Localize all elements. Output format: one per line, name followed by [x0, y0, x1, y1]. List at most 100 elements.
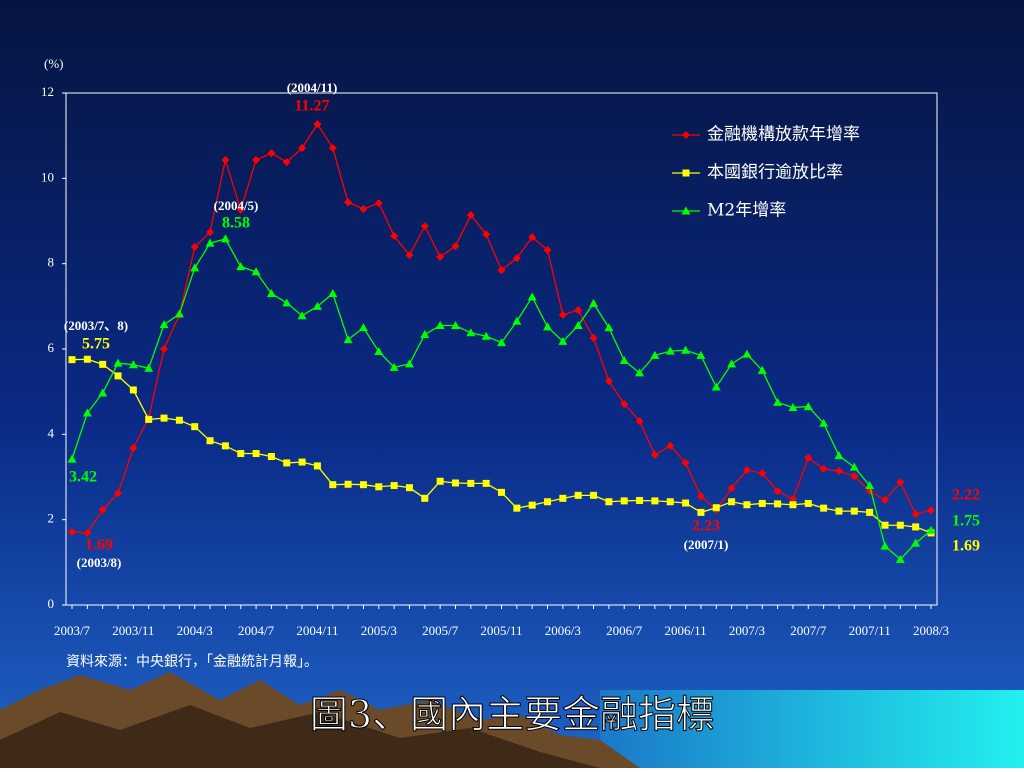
point — [927, 506, 935, 515]
point — [451, 479, 459, 487]
point — [696, 350, 706, 359]
point — [803, 402, 813, 411]
point — [221, 442, 229, 450]
point — [789, 501, 797, 509]
point — [390, 231, 399, 240]
point — [389, 362, 399, 371]
point — [651, 497, 659, 505]
point — [68, 356, 76, 364]
point — [773, 487, 782, 496]
point — [344, 198, 353, 207]
point — [819, 464, 828, 473]
point — [912, 523, 920, 531]
point — [99, 360, 107, 368]
point — [682, 131, 690, 139]
point — [405, 484, 413, 492]
point — [528, 233, 537, 242]
point — [804, 499, 812, 507]
point — [98, 505, 107, 514]
mountains-front — [0, 705, 600, 768]
data-label: 1.75 — [952, 513, 980, 530]
point — [620, 400, 629, 409]
point — [788, 495, 797, 504]
point — [159, 320, 169, 329]
point — [482, 479, 490, 487]
point — [773, 397, 783, 406]
point — [435, 321, 445, 330]
slide-title: 圖3、國內主要金融指標 — [310, 693, 714, 737]
point — [68, 528, 76, 537]
point — [895, 554, 905, 563]
point — [574, 491, 582, 499]
y-tick-label: 10 — [41, 169, 54, 184]
y-tick-label: 2 — [48, 511, 55, 526]
point — [421, 494, 429, 502]
point — [282, 298, 292, 307]
point — [359, 481, 367, 489]
point — [313, 120, 322, 129]
point — [466, 328, 476, 337]
point — [527, 292, 537, 301]
data-label: 8.58 — [222, 215, 250, 232]
x-tick-label: 2004/7 — [238, 623, 275, 638]
point — [834, 451, 844, 460]
point — [681, 345, 691, 354]
sea — [600, 690, 1024, 768]
point — [881, 521, 889, 529]
point — [450, 321, 460, 330]
point — [544, 498, 552, 506]
point — [82, 408, 92, 417]
point — [404, 359, 414, 368]
point — [420, 222, 429, 231]
x-tick-label: 2007/7 — [790, 623, 827, 638]
point — [543, 246, 552, 255]
point — [175, 416, 183, 424]
point — [251, 267, 261, 276]
x-tick-label: 2005/3 — [361, 623, 397, 638]
point — [405, 251, 414, 260]
point — [145, 415, 153, 423]
point — [359, 205, 368, 214]
point — [129, 443, 138, 452]
point — [512, 316, 522, 325]
y-axis-label: (%) — [44, 56, 64, 71]
point — [390, 482, 398, 490]
point — [343, 335, 353, 344]
point — [451, 242, 460, 251]
point — [711, 382, 721, 391]
x-tick-label: 2004/11 — [296, 623, 338, 638]
point — [619, 356, 629, 365]
point — [635, 368, 645, 377]
point — [98, 388, 108, 397]
point — [128, 360, 138, 369]
x-tick-label: 2004/3 — [177, 623, 213, 638]
point — [481, 331, 491, 340]
point — [574, 306, 583, 315]
point — [866, 508, 874, 516]
point — [727, 484, 736, 493]
point — [834, 467, 843, 476]
point — [190, 243, 199, 252]
point — [328, 289, 338, 298]
point — [666, 498, 674, 506]
point — [788, 402, 798, 411]
point — [880, 496, 889, 505]
point — [666, 441, 675, 450]
point — [83, 355, 91, 363]
point — [911, 510, 920, 519]
point — [682, 499, 690, 507]
annotation: (2003/7、8) — [64, 318, 128, 333]
point — [528, 501, 536, 509]
annotation: (2007/1) — [684, 537, 729, 552]
point — [358, 323, 368, 332]
point — [267, 149, 276, 158]
point — [252, 155, 261, 164]
point — [896, 521, 904, 529]
point — [297, 311, 307, 320]
data-label: 1.69 — [85, 537, 113, 554]
point — [236, 262, 246, 271]
y-tick-label: 12 — [41, 84, 54, 99]
data-label: 1.69 — [952, 538, 980, 555]
y-tick-label: 0 — [48, 596, 55, 611]
point — [266, 289, 276, 298]
